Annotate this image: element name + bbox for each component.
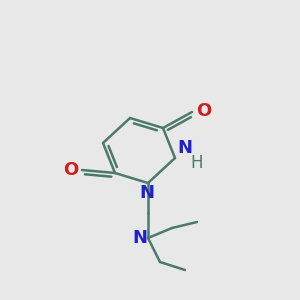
Text: N: N <box>132 229 147 247</box>
Text: N: N <box>140 184 154 202</box>
Text: H: H <box>190 154 203 172</box>
Text: O: O <box>63 161 78 179</box>
Text: N: N <box>177 139 192 157</box>
Text: O: O <box>196 102 211 120</box>
